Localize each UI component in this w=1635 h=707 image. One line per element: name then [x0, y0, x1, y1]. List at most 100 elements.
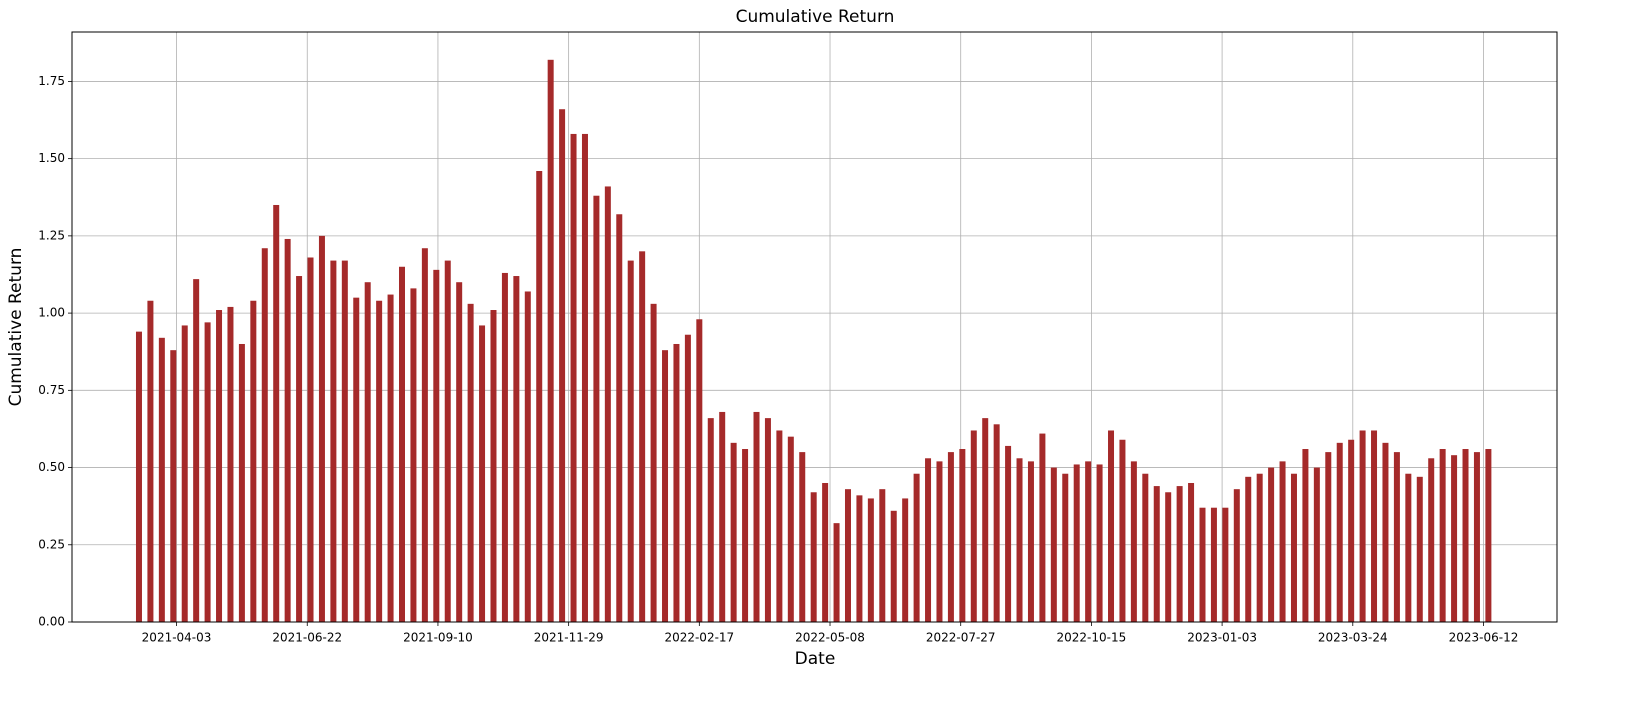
bar — [970, 430, 977, 622]
bar — [982, 418, 989, 622]
bar — [1371, 430, 1378, 622]
bar — [753, 411, 760, 622]
x-axis-label: Date — [795, 649, 836, 669]
y-axis-label: Cumulative Return — [6, 248, 26, 407]
x-tick-label: 2022-07-27 — [926, 631, 996, 645]
bar — [742, 449, 749, 622]
bar — [399, 266, 405, 622]
bar — [1302, 449, 1309, 622]
bar — [1451, 455, 1458, 622]
bar — [1416, 476, 1423, 622]
bar — [581, 133, 588, 622]
bar — [307, 257, 314, 622]
bar — [810, 492, 817, 622]
bar — [1405, 473, 1412, 622]
bar — [1153, 486, 1160, 622]
bar — [1359, 430, 1366, 622]
bar — [925, 458, 932, 622]
bar — [1130, 461, 1137, 622]
bar — [867, 498, 874, 622]
y-tick-label: 1.50 — [38, 151, 65, 165]
bar — [364, 282, 371, 622]
bar — [1085, 461, 1092, 622]
bar — [1016, 458, 1023, 622]
bar — [536, 171, 543, 622]
bar — [959, 449, 966, 622]
bar — [410, 288, 417, 622]
bar — [1268, 467, 1275, 622]
bar — [1142, 473, 1149, 622]
bar — [444, 260, 451, 622]
bar — [318, 235, 325, 623]
y-tick-label: 1.00 — [38, 306, 65, 320]
x-tick-label: 2023-06-12 — [1449, 631, 1519, 645]
y-tick-label: 0.00 — [38, 615, 65, 629]
bar — [273, 204, 280, 622]
bar — [616, 214, 623, 622]
x-tick-label: 2021-06-22 — [272, 631, 342, 645]
bar — [353, 297, 360, 622]
x-tick-label: 2021-11-29 — [534, 631, 604, 645]
bar — [627, 260, 634, 622]
bar — [764, 418, 771, 622]
bar — [513, 276, 520, 622]
bar — [1462, 449, 1469, 622]
bar — [547, 59, 554, 623]
bar — [833, 523, 840, 622]
bar — [890, 510, 897, 622]
bar — [250, 300, 257, 622]
bar — [1199, 507, 1206, 622]
bar — [216, 310, 223, 622]
bar — [1348, 439, 1355, 622]
bar — [284, 238, 291, 622]
bar — [1108, 430, 1115, 622]
bar — [799, 452, 806, 622]
bar — [844, 489, 851, 622]
bar — [730, 442, 737, 622]
bar — [1485, 449, 1492, 622]
bar — [147, 300, 154, 622]
bar — [776, 430, 783, 622]
bar — [387, 294, 394, 622]
bar — [1005, 445, 1012, 622]
bar — [856, 495, 863, 622]
bar — [1176, 486, 1183, 622]
bar — [479, 325, 486, 622]
bar — [1062, 473, 1069, 622]
bar — [879, 489, 886, 622]
x-tick-label: 2022-02-17 — [664, 631, 734, 645]
bar — [227, 306, 234, 622]
y-tick-label: 1.25 — [38, 228, 65, 242]
plot-frame — [71, 31, 1558, 623]
bar — [467, 303, 474, 622]
bar — [1222, 507, 1229, 622]
bar — [341, 260, 348, 622]
bar — [662, 350, 669, 622]
bar — [1096, 464, 1103, 622]
y-tick-label: 0.50 — [38, 460, 65, 474]
bar — [707, 418, 714, 622]
bar — [1233, 489, 1240, 622]
bar — [684, 334, 691, 622]
x-tick-label: 2023-01-03 — [1187, 631, 1257, 645]
bar — [1325, 452, 1332, 622]
bar — [902, 498, 909, 622]
bar — [1393, 452, 1400, 622]
bar — [1382, 442, 1389, 622]
x-tick-label: 2023-03-24 — [1318, 631, 1388, 645]
bar — [650, 303, 657, 622]
chart-title: Cumulative Return — [736, 7, 895, 27]
bar — [593, 195, 600, 622]
x-tick-label: 2022-10-15 — [1057, 631, 1127, 645]
bar — [787, 436, 794, 622]
bar — [696, 319, 703, 622]
x-tick-label: 2022-05-08 — [795, 631, 865, 645]
bar — [719, 411, 726, 622]
bar — [204, 322, 211, 622]
bar — [993, 424, 1000, 622]
bar — [1119, 439, 1126, 622]
bar — [1050, 467, 1057, 622]
bar — [296, 276, 303, 622]
bar — [1279, 461, 1286, 622]
